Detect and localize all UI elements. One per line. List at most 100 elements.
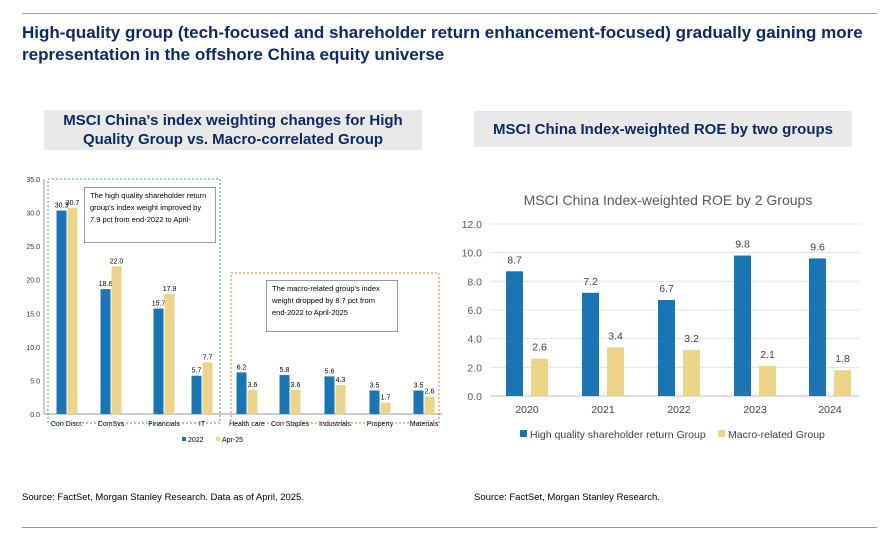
left-bar-2022 (413, 390, 424, 414)
roe-bar-high-quality (809, 258, 826, 396)
left-y-tick-label: 25.0 (26, 244, 40, 251)
left-bar-Apr-25 (111, 266, 122, 414)
left-bar-value-label: 18.6 (99, 281, 113, 288)
left-bar-Apr-25 (290, 389, 301, 414)
left-category-label: Industrials (319, 421, 351, 428)
left-bar-value-label: 4.3 (336, 377, 346, 384)
left-category-label: Financials (148, 421, 180, 428)
left-y-tick-label: 10.0 (26, 345, 40, 352)
left-bar-Apr-25 (164, 293, 175, 414)
right-source-note: Source: FactSet, Morgan Stanley Research… (474, 492, 660, 503)
left-bar-value-label: 30.3 (55, 203, 69, 210)
left-bar-value-label: 6.2 (237, 364, 247, 371)
roe-y-tick-label: 0.0 (467, 391, 482, 403)
roe-category-label: 2024 (818, 404, 842, 416)
roe-y-tick-label: 4.0 (467, 334, 482, 346)
left-bar-Apr-25 (202, 362, 213, 414)
roe-bar-high-quality (506, 271, 523, 396)
left-y-tick-label: 5.0 (30, 378, 40, 385)
left-source-note: Source: FactSet, Morgan Stanley Research… (22, 492, 304, 503)
left-bar-value-label: 15.7 (152, 301, 166, 308)
left-category-label: Con Staples (271, 421, 310, 428)
roe-category-label: 2020 (515, 404, 539, 416)
left-category-label: Property (367, 421, 394, 428)
left-bar-2022 (324, 376, 335, 414)
roe-bar-value-label: 3.4 (608, 330, 623, 342)
left-bar-value-label: 3.5 (370, 383, 380, 390)
roe-category-label: 2022 (667, 404, 691, 416)
left-panel-title: MSCI China's index weighting changes for… (44, 110, 422, 150)
roe-bar-value-label: 9.8 (735, 239, 750, 251)
roe-bar-value-label: 8.7 (507, 254, 522, 266)
right-panel-title: MSCI China Index-weighted ROE by two gro… (474, 111, 852, 147)
left-category-label: Con Discr. (51, 421, 83, 428)
roe-y-tick-label: 8.0 (467, 276, 482, 288)
left-bar-value-label: 3.6 (291, 382, 301, 389)
roe-bar-macro (759, 365, 776, 396)
left-bar-Apr-25 (424, 396, 435, 414)
roe-bar-value-label: 1.8 (835, 353, 850, 365)
roe-legend-swatch (718, 430, 725, 437)
left-bar-2022 (279, 375, 290, 414)
page-title: High-quality group (tech-focused and sha… (22, 23, 863, 64)
left-y-tick-label: 15.0 (26, 311, 40, 318)
left-bar-value-label: 3.5 (414, 383, 424, 390)
left-category-label: Materials (410, 421, 439, 428)
left-bar-2022 (100, 289, 111, 414)
roe-y-tick-label: 10.0 (462, 248, 483, 260)
left-bar-value-label: 5.7 (192, 368, 202, 375)
left-legend-label: 2022 (188, 437, 204, 444)
roe-bar-chart: MSCI China Index-weighted ROE by 2 Group… (462, 192, 860, 441)
left-bar-2022 (153, 308, 164, 414)
left-category-label: ComSvs (98, 421, 125, 428)
roe-y-tick-label: 6.0 (467, 305, 482, 317)
roe-legend-label: High quality shareholder return Group (530, 429, 706, 441)
roe-bar-value-label: 7.2 (583, 276, 598, 288)
left-bar-2022 (191, 375, 202, 414)
left-bar-value-label: 2.6 (425, 389, 435, 396)
roe-bar-value-label: 2.6 (532, 342, 547, 354)
left-bar-Apr-25 (247, 389, 258, 414)
left-bar-value-label: 17.9 (163, 286, 177, 293)
left-y-tick-label: 30.0 (26, 211, 40, 218)
left-y-tick-label: 0.0 (30, 412, 40, 419)
left-bar-2022 (56, 210, 67, 414)
bottom-rule (22, 527, 877, 528)
left-y-tick-label: 20.0 (26, 278, 40, 285)
annotation-high-quality: The high quality shareholder return grou… (84, 187, 216, 243)
roe-category-label: 2023 (743, 404, 767, 416)
left-bar-Apr-25 (67, 207, 78, 414)
roe-bar-high-quality (658, 299, 675, 396)
left-bar-value-label: 5.6 (325, 368, 335, 375)
roe-bar-macro (607, 347, 624, 396)
left-category-label: IT (199, 421, 206, 428)
left-bar-Apr-25 (380, 402, 391, 414)
roe-bar-macro (834, 370, 851, 396)
roe-bar-value-label: 3.2 (684, 333, 699, 345)
left-y-tick-label: 35.0 (26, 177, 40, 184)
roe-bar-macro (531, 358, 548, 396)
left-bar-value-label: 30.7 (66, 200, 80, 207)
left-bar-2022 (236, 372, 247, 414)
left-legend-label: Apr-25 (222, 437, 243, 444)
left-bar-Apr-25 (335, 385, 346, 414)
roe-chart-title: MSCI China Index-weighted ROE by 2 Group… (524, 192, 813, 208)
roe-legend-swatch (520, 430, 527, 437)
left-bar-2022 (369, 390, 380, 414)
roe-bar-value-label: 2.1 (760, 349, 775, 361)
annotation-macro: The macro-related group's index weight d… (266, 280, 398, 332)
roe-bar-value-label: 9.6 (810, 241, 825, 253)
left-bar-value-label: 7.7 (203, 354, 213, 361)
roe-y-tick-label: 12.0 (462, 219, 483, 231)
roe-bar-macro (683, 350, 700, 396)
weighting-bar-chart: 0.0 5.0 10.0 15.0 20.0 25.0 30.0 35.0 30.330.7 Co… (26, 177, 442, 444)
left-legend-swatch (216, 437, 220, 441)
left-bar-value-label: 1.7 (381, 395, 391, 402)
high-quality-group-box (47, 178, 221, 424)
left-legend-swatch (182, 437, 186, 441)
roe-bar-value-label: 6.7 (659, 283, 674, 295)
roe-y-tick-label: 2.0 (467, 362, 482, 374)
left-bar-value-label: 5.8 (280, 367, 290, 374)
left-bar-value-label: 22.0 (110, 258, 124, 265)
roe-bar-high-quality (734, 255, 751, 396)
